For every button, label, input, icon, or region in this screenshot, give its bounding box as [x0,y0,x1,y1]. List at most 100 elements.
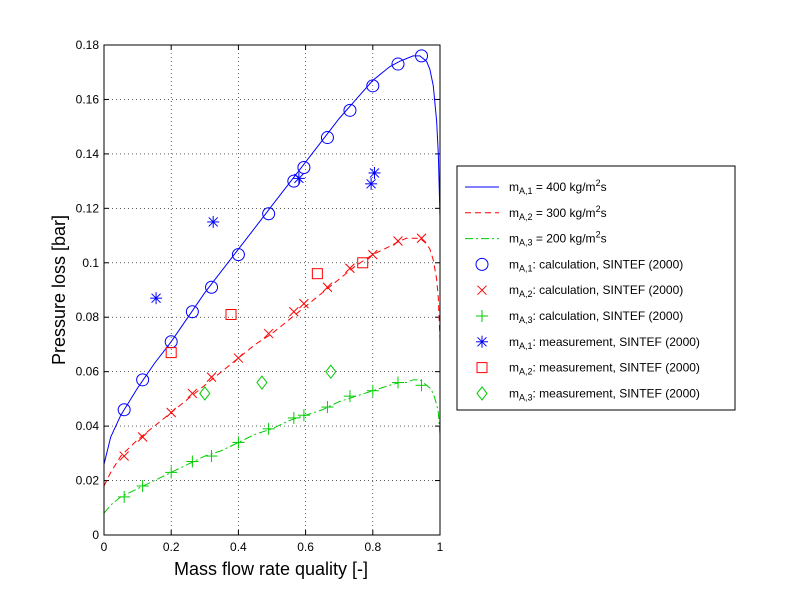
data-point [185,305,199,319]
data-point [368,166,381,179]
data-point [311,268,323,280]
legend-marker-swatch [476,386,488,401]
legend-entry: mA,2: calculation, SINTEF (2000) [477,283,683,299]
y-axis-label: Pressure loss [bar] [49,215,69,365]
data-point [299,298,309,309]
data-point [366,384,379,397]
legend-label: mA,2: measurement, SINTEF (2000) [509,361,700,377]
series-line-2 [103,237,441,487]
x-tick-label: 0 [101,540,108,554]
data-point [320,131,334,145]
legend-label: mA,1 = 400 kg/m2s [509,178,607,196]
series-line-3 [103,379,441,514]
data-point [391,57,405,71]
legend-label: mA,2: calculation, SINTEF (2000) [509,283,683,299]
y-tick-label: 0.02 [76,474,100,488]
data-point [117,403,131,417]
legend-box [456,165,736,411]
data-point [357,257,369,269]
y-tick-label: 0 [92,528,99,542]
x-axis-label: Mass flow rate quality [-] [174,559,368,579]
x-tick-label: 1 [437,540,444,554]
y-tick-label: 0.1 [82,256,99,270]
data-point [136,480,149,492]
plot-area: 0 0.2 0.4 0.6 0.8 1 0 0.02 0.04 0.06 0.08 0.1 0.12 0.… [76,38,444,554]
data-point [343,390,356,403]
legend-marker-swatch [476,310,488,322]
data-point [166,407,177,418]
y-tick-label: 0.16 [76,92,100,106]
legend: mA,1 = 400 kg/m2s mA,2 = 300 kg/m2s mA,3 =… [456,165,736,411]
y-tick-label: 0.06 [76,365,100,379]
data-point [345,263,355,274]
data-point [199,386,211,401]
data-point [231,248,245,262]
legend-label: mA,2 = 300 kg/m2s [509,204,607,222]
x-tick-label: 0.8 [364,540,381,554]
series-group [103,49,441,514]
data-point [150,292,163,305]
ticks: 0 0.2 0.4 0.6 0.8 1 0 0.02 0.04 0.06 0.08 0.1 0.12 0.… [76,38,444,554]
data-point [186,455,199,468]
data-point [343,103,357,117]
series-markers-8 [165,257,369,359]
legend-entry: mA,1 = 400 kg/m2s [465,178,607,196]
legend-entry: mA,3 = 200 kg/m2s [465,230,607,248]
data-point [165,347,177,359]
data-point [118,490,131,503]
series-markers-9 [199,364,337,401]
data-point [262,207,276,221]
data-point [207,215,220,228]
legend-label: mA,1: calculation, SINTEF (2000) [509,257,683,273]
data-point [262,422,275,435]
data-point [136,373,150,387]
data-point [287,174,301,188]
data-point [393,236,403,246]
data-point [322,282,333,293]
data-point [119,451,130,461]
data-point [256,375,268,390]
y-tick-label: 0.14 [76,147,100,161]
legend-entry: mA,2: measurement, SINTEF (2000) [476,361,700,377]
data-point [233,353,244,363]
data-point [187,388,198,399]
axes-box [103,44,441,536]
data-point [137,432,148,442]
y-tick-label: 0.04 [76,419,100,433]
legend-marker-swatch [475,257,489,271]
data-point [321,401,334,414]
data-point [365,177,378,190]
legend-label: mA,1: measurement, SINTEF (2000) [509,335,700,351]
legend-entry: mA,2 = 300 kg/m2s [465,204,607,222]
data-point [205,450,218,463]
data-point [288,306,299,317]
y-tick-label: 0.18 [76,38,100,52]
data-point [232,436,245,449]
data-point [263,328,274,339]
x-tick-label: 0.4 [230,540,247,554]
legend-label: mA,3: measurement, SINTEF (2000) [509,386,700,402]
legend-entry: mA,3: measurement, SINTEF (2000) [476,386,700,402]
data-point [297,161,311,174]
x-tick-label: 0.2 [163,540,180,554]
legend-entry: mA,3: calculation, SINTEF (2000) [476,309,683,325]
series-markers-7 [150,166,381,305]
data-point [367,249,378,260]
data-point [165,466,178,479]
data-point [206,372,217,382]
y-tick-label: 0.12 [76,201,100,215]
legend-marker-swatch [476,362,488,374]
data-point [287,411,300,424]
data-point [415,379,428,392]
data-point [297,409,310,422]
data-point [205,280,219,294]
y-tick-label: 0.08 [76,310,100,324]
legend-label: mA,3 = 200 kg/m2s [509,230,607,248]
x-tick-label: 0.6 [297,540,314,554]
legend-entry: mA,1: calculation, SINTEF (2000) [475,257,683,273]
series-markers-5 [119,233,427,461]
data-point [325,364,337,379]
legend-entry: mA,1: measurement, SINTEF (2000) [476,335,700,351]
data-point [416,233,427,244]
